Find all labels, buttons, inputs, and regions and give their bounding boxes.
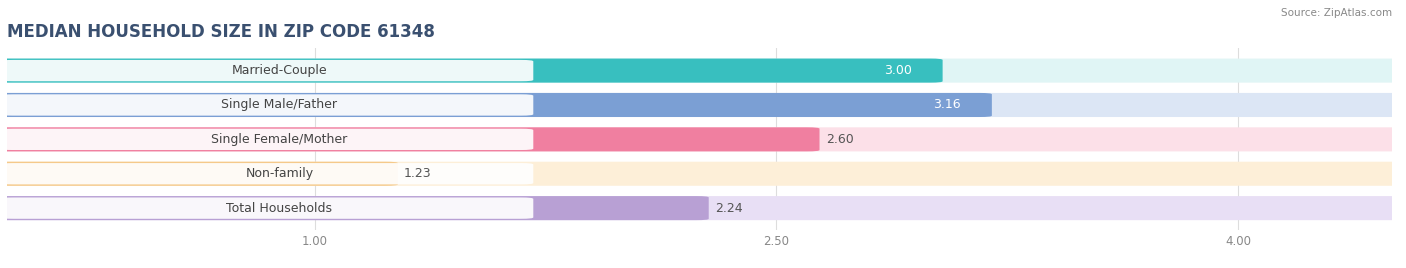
FancyBboxPatch shape — [0, 127, 1405, 151]
FancyBboxPatch shape — [0, 162, 398, 186]
Text: Single Female/Mother: Single Female/Mother — [211, 133, 347, 146]
Text: Non-family: Non-family — [245, 167, 314, 180]
FancyBboxPatch shape — [0, 127, 820, 151]
FancyBboxPatch shape — [1, 163, 533, 184]
FancyBboxPatch shape — [1, 129, 533, 150]
FancyBboxPatch shape — [0, 93, 1405, 117]
Text: 3.00: 3.00 — [884, 64, 912, 77]
Text: 2.60: 2.60 — [825, 133, 853, 146]
Text: MEDIAN HOUSEHOLD SIZE IN ZIP CODE 61348: MEDIAN HOUSEHOLD SIZE IN ZIP CODE 61348 — [7, 23, 434, 41]
Text: Total Households: Total Households — [226, 202, 332, 215]
Text: Single Male/Father: Single Male/Father — [221, 98, 337, 111]
FancyBboxPatch shape — [1, 198, 533, 219]
Text: 2.24: 2.24 — [714, 202, 742, 215]
Text: Source: ZipAtlas.com: Source: ZipAtlas.com — [1281, 8, 1392, 18]
FancyBboxPatch shape — [0, 162, 1405, 186]
FancyBboxPatch shape — [0, 196, 1405, 220]
Text: 1.23: 1.23 — [404, 167, 432, 180]
FancyBboxPatch shape — [1, 94, 533, 116]
FancyBboxPatch shape — [0, 93, 991, 117]
FancyBboxPatch shape — [0, 58, 1405, 83]
FancyBboxPatch shape — [0, 196, 709, 220]
Text: 3.16: 3.16 — [934, 98, 962, 111]
FancyBboxPatch shape — [1, 60, 533, 81]
FancyBboxPatch shape — [0, 58, 942, 83]
Text: Married-Couple: Married-Couple — [232, 64, 328, 77]
